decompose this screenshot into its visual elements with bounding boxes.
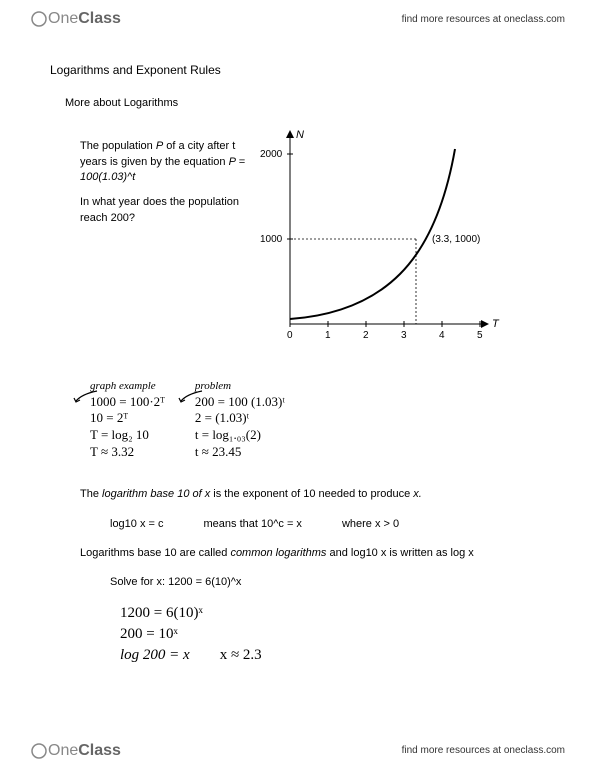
svg-text:1: 1 bbox=[325, 330, 331, 341]
logo-text-1: One bbox=[48, 742, 78, 759]
definition-2: Logarithms base 10 are called common log… bbox=[80, 545, 545, 562]
x-axis-label: T bbox=[492, 318, 500, 330]
exponential-graph: N T 2000 1000 0 1 2 3 4 5 (3.3, 1000) bbox=[260, 124, 510, 374]
graph-annotation: (3.3, 1000) bbox=[432, 234, 480, 245]
logo-text-2: Class bbox=[78, 742, 121, 759]
logo-text-2: Class bbox=[78, 10, 121, 27]
intro-row: The population P of a city after t years… bbox=[80, 124, 545, 374]
para-1: The population P of a city after t years… bbox=[80, 139, 260, 185]
hw-label-1: graph example bbox=[90, 379, 165, 393]
para-2: In what year does the population reach 2… bbox=[80, 195, 260, 226]
solve-prompt: Solve for x: 1200 = 6(10)^x bbox=[110, 576, 545, 588]
definition-1: The logarithm base 10 of x is the expone… bbox=[80, 486, 545, 503]
logo: OneClass bbox=[30, 742, 121, 760]
page-title: Logarithms and Exponent Rules bbox=[50, 63, 545, 77]
logo: OneClass bbox=[30, 10, 121, 28]
arrow-icon bbox=[72, 389, 102, 404]
find-more-link[interactable]: find more resources at oneclass.com bbox=[402, 745, 565, 756]
svg-text:2: 2 bbox=[363, 330, 369, 341]
find-more-link[interactable]: find more resources at oneclass.com bbox=[402, 14, 565, 25]
logo-icon bbox=[30, 10, 48, 28]
svg-text:1000: 1000 bbox=[260, 234, 283, 245]
page-footer: OneClass find more resources at oneclass… bbox=[0, 732, 595, 770]
hw-column-2: problem 200 = 100 (1.03)ᵗ 2 = (1.03)ᵗ t … bbox=[195, 379, 285, 461]
y-axis-label: N bbox=[296, 129, 304, 141]
svg-text:4: 4 bbox=[439, 330, 445, 341]
exponential-curve bbox=[290, 149, 455, 319]
graph-svg: N T 2000 1000 0 1 2 3 4 5 (3.3, 1000) bbox=[260, 124, 510, 374]
svg-text:5: 5 bbox=[477, 330, 483, 341]
page-content: Logarithms and Exponent Rules More about… bbox=[0, 38, 595, 666]
handwritten-work-1: graph example 1000 = 100·2ᵀ 10 = 2ᵀ T = … bbox=[90, 379, 545, 461]
logo-text-1: One bbox=[48, 10, 78, 27]
arrow-icon bbox=[177, 389, 207, 404]
hw-label-2: problem bbox=[195, 379, 285, 393]
problem-text: The population P of a city after t years… bbox=[80, 124, 260, 374]
page-header: OneClass find more resources at oneclass… bbox=[0, 0, 595, 38]
log-equation-line: log10 x = c means that 10^c = x where x … bbox=[110, 518, 545, 530]
hw-column-1: graph example 1000 = 100·2ᵀ 10 = 2ᵀ T = … bbox=[90, 379, 165, 461]
svg-text:2000: 2000 bbox=[260, 149, 283, 160]
logo-icon bbox=[30, 742, 48, 760]
section-subtitle: More about Logarithms bbox=[65, 97, 545, 109]
svg-text:3: 3 bbox=[401, 330, 407, 341]
handwritten-work-2: 1200 = 6(10)ˣ 200 = 10ˣ log 200 = x x ≈ … bbox=[120, 603, 545, 666]
svg-text:0: 0 bbox=[287, 330, 293, 341]
